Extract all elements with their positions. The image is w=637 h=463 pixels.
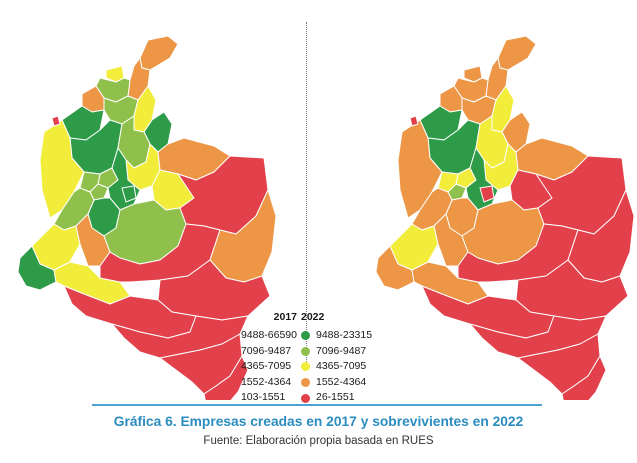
department-amazonas-s [203,355,249,400]
legend-label: 4365-7095 [240,360,292,373]
legend-swatch-1 [301,331,310,341]
legend-item: 7096-9487 [301,344,372,360]
department-amazonas-s [561,355,607,400]
legend-year-2017: 2017 [273,311,297,323]
department-bogota [479,185,495,203]
legend-2017: 2017 9488-66590 7096-9487 4365-7095 1552… [241,310,297,406]
legend-label: 1552-4364 [316,375,367,388]
legend-label: 26-1551 [316,391,355,404]
map-regions-group [17,35,277,400]
legend-swatch-4 [301,378,310,388]
department-san-andres [409,115,419,127]
legend-label: 9488-23315 [316,329,373,341]
legend-item: 4365-7095 [301,359,372,375]
figure-source: Fuente: Elaboración propia basada en RUE… [203,435,434,447]
legend-label: 4365-7095 [316,360,367,373]
department-guajira [497,35,537,71]
legend-item: 26-1551 [301,390,372,406]
map-regions-group [375,35,635,400]
legend-2022: 2022 9488-23315 7096-9487 4365-7095 1552… [301,310,372,406]
legend-label: 103-1551 [240,391,286,404]
legend-item: 9488-23315 [301,328,372,344]
legend-label: 7096-9487 [316,344,367,357]
figure-caption: Gráfica 6. Empresas creadas en 2017 y so… [113,414,524,429]
legend-swatch-3 [301,362,310,372]
legend-swatch-5 [301,393,310,403]
department-guajira [139,35,179,71]
legend-item: 9488-66590 [241,328,297,344]
legend-item: 1552-4364 [241,375,297,391]
legend-item: 103-1551 [241,390,297,406]
caption-rule [92,404,542,406]
map-2022 [375,35,635,400]
divider-line [306,22,307,364]
legend-label: 9488-66590 [240,329,297,341]
legend-swatch-2 [301,346,310,356]
map-2017 [17,35,277,400]
department-bogota [121,185,137,203]
legend-label: 1552-4364 [240,375,292,388]
legend-item: 4365-7095 [241,359,297,375]
legend-item: 7096-9487 [241,344,297,360]
department-san-andres [51,115,61,127]
legend-label: 7096-9487 [240,344,292,357]
legend-year-2022: 2022 [301,311,325,323]
legend-item: 1552-4364 [301,375,372,391]
